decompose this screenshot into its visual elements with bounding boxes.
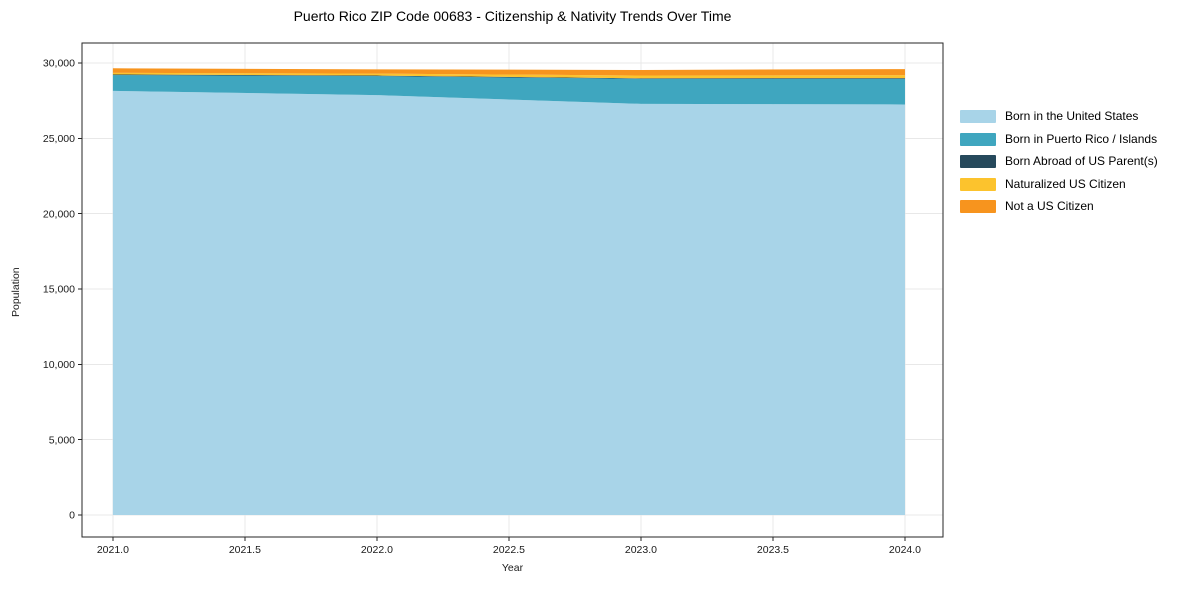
legend-item: Born Abroad of US Parent(s) bbox=[960, 155, 1158, 168]
area-not-a-us-citizen bbox=[112, 68, 905, 76]
legend-label: Born Abroad of US Parent(s) bbox=[1005, 154, 1158, 168]
legend-item: Born in Puerto Rico / Islands bbox=[960, 131, 1158, 146]
legend-label: Born in the United States bbox=[1005, 109, 1139, 123]
legend-swatch bbox=[960, 155, 996, 168]
x-tick-label: 2023.0 bbox=[625, 544, 657, 556]
area-born-in-the-united-states bbox=[112, 90, 905, 516]
y-tick-label: 15,000 bbox=[43, 284, 75, 296]
legend-swatch bbox=[960, 200, 996, 213]
legend-swatch bbox=[960, 132, 996, 146]
y-tick-label: 20,000 bbox=[43, 208, 75, 220]
x-tick-label: 2021.5 bbox=[229, 544, 261, 556]
legend-swatch bbox=[960, 110, 996, 123]
legend: Born in the United States Born in Puerto … bbox=[960, 110, 1158, 223]
plot-border bbox=[81, 42, 944, 538]
x-tick-label: 2022.5 bbox=[493, 544, 525, 556]
legend-item: Not a US Citizen bbox=[960, 200, 1158, 213]
x-tick-label: 2022.0 bbox=[361, 544, 393, 556]
y-tick-label: 25,000 bbox=[43, 133, 75, 145]
x-tick-label: 2021.0 bbox=[97, 544, 129, 556]
legend-label: Born in Puerto Rico / Islands bbox=[1005, 131, 1158, 146]
area-naturalized-us-citizen bbox=[112, 72, 905, 79]
chart-title: Puerto Rico ZIP Code 00683 - Citizenship… bbox=[293, 8, 732, 24]
y-tick-label: 10,000 bbox=[43, 359, 75, 371]
x-tick-label: 2023.5 bbox=[757, 544, 789, 556]
area-born-in-puerto-rico-islands bbox=[112, 75, 905, 105]
x-axis-label: Year bbox=[501, 562, 524, 574]
area-born-abroad-of-us-parent-s bbox=[112, 74, 905, 79]
y-tick-label: 5,000 bbox=[49, 434, 75, 446]
x-tick-label: 2024.0 bbox=[889, 544, 921, 556]
legend-label: Naturalized US Citizen bbox=[1005, 176, 1126, 191]
legend-label: Not a US Citizen bbox=[1005, 199, 1094, 213]
legend-swatch bbox=[960, 177, 996, 191]
legend-item: Naturalized US Citizen bbox=[960, 176, 1158, 191]
legend-item: Born in the United States bbox=[960, 110, 1158, 123]
y-tick-label: 0 bbox=[69, 510, 75, 522]
y-tick-label: 30,000 bbox=[43, 58, 75, 70]
